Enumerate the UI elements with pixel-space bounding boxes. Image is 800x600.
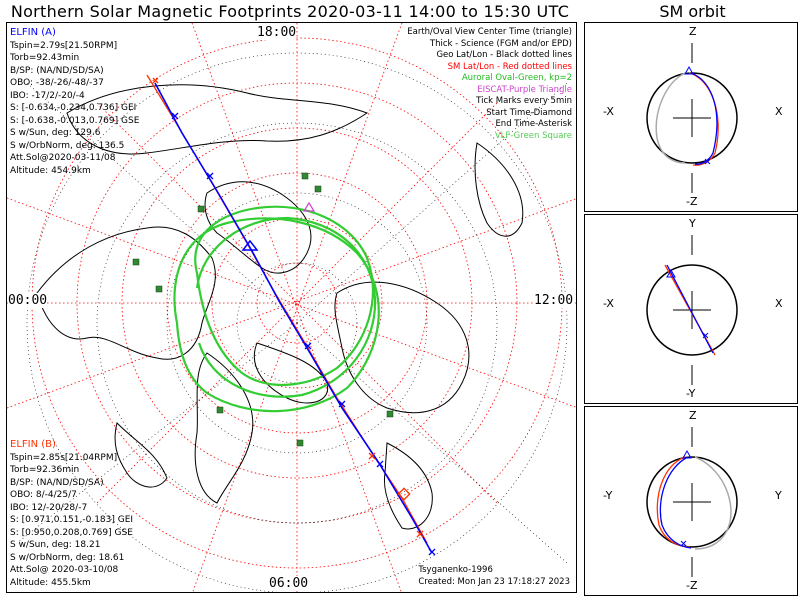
elfin-b-info-line: Tspin=2.85s[21.04RPM] [10, 452, 118, 463]
hour-label-left: 00:00 [8, 293, 48, 308]
sm-panel-xz-svg [646, 43, 738, 193]
legend: Earth/Oval View Center Time (triangle) Th… [407, 27, 572, 142]
vlf-square [197, 205, 205, 213]
elfin-a-label: ELFIN (A) [10, 27, 56, 38]
legend-item: Start Time-Diamond [486, 107, 572, 118]
elfin-a-lines: Tspin=2.79s[21.50RPM] Torb=92.43min B/SP: … [10, 40, 139, 178]
credit: Tsyganenko-1996 Created: Mon Jan 23 17:1… [418, 564, 570, 588]
elfin-b-info-line: S: [0.971,0.151,-0.183] GEI [10, 515, 134, 525]
vlf-square [301, 172, 309, 180]
vlf-stations [132, 172, 394, 447]
sm2-right: X [775, 297, 783, 310]
sm-panel-yz: Z -Z -Y Y [584, 406, 798, 596]
elfin-b-info-line: S w/Sun, deg: 18.21 [10, 540, 101, 550]
sm-panel-yz-svg [646, 427, 738, 577]
sm-orbit-title: SM orbit [659, 2, 726, 21]
sm-panel-xy-svg [646, 235, 738, 385]
elfin-a-info-line: S w/Sun, deg: 129.6 [10, 128, 101, 138]
sm1-bottom: -Z [686, 195, 698, 208]
elfin-b-info-line: Att.Sol@ 2020-03-10/08 [10, 565, 119, 575]
legend-item: EISCAT-Purple Triangle [477, 84, 572, 95]
credit-author: Tsyganenko-1996 [418, 565, 493, 575]
sm1-left: -X [603, 105, 614, 118]
plot-title: Northern Solar Magnetic Footprints 2020-… [10, 2, 570, 21]
vlf-square [216, 406, 224, 414]
track-markers [152, 77, 436, 556]
legend-item: Earth/Oval View Center Time (triangle) [407, 27, 572, 37]
elfin-a-track [154, 82, 433, 554]
elfin-a-info-line: B/SP: (NA/ND/SD/SA) [10, 65, 104, 76]
sm2-left: -X [603, 297, 614, 310]
vlf-square [314, 185, 322, 193]
hour-label-right: 12:00 [534, 293, 574, 308]
elfin-a-info-line: IBO: -17/2/-20/-4 [10, 90, 85, 101]
elfin-b-info-line: IBO: 12/-20/28/-7 [10, 502, 88, 513]
vlf-square [386, 410, 394, 418]
sm3-right: Y [775, 489, 782, 502]
elfin-b-info-line: S: [0.950,0.208,0.769] GSE [10, 527, 133, 538]
legend-item: Geo Lat/Lon - Black dotted lines [436, 50, 572, 60]
sm2-bottom: -Y [686, 387, 696, 400]
elfin-b-info-line: B/SP: (NA/ND/SD/SA) [10, 477, 104, 488]
legend-item: Thick - Science (FGM and/or EPD) [429, 38, 572, 49]
vlf-square [132, 258, 140, 266]
sm2-top: Y [689, 217, 696, 230]
continents [36, 84, 524, 530]
elfin-b-info-line: Torb=92.36min [10, 465, 80, 475]
sm3-bottom: -Z [686, 579, 698, 592]
elfin-a-info-line: S: [-0.634,-0.234,0.736] GEI [10, 103, 137, 113]
sm-panel-xz: Z -Z -X X [584, 22, 798, 212]
elfin-b-info-line: Altitude: 455.5km [10, 577, 91, 588]
legend-item: SM Lat/Lon - Red dotted lines [447, 61, 572, 72]
legend-item: Tick Marks every 5min [476, 96, 572, 106]
vlf-square [155, 285, 163, 293]
elfin-a-info-line: Altitude: 454.9km [10, 165, 91, 176]
hour-label-bottom: 06:00 [269, 576, 309, 591]
elfin-a-info-line: Att.Sol@2020-03-11/08 [10, 153, 116, 163]
hour-label-top: 18:00 [257, 25, 297, 40]
legend-item: End Time-Asterisk [495, 119, 572, 129]
start-diamond [397, 487, 411, 501]
sm3-left: -Y [603, 489, 613, 502]
elfin-a-info-line: Tspin=2.79s[21.50RPM] [10, 40, 118, 51]
elfin-a-info-line: S: [-0.638,-0.013,0.769] GSE [10, 115, 140, 126]
legend-item: VLF-Green Square [494, 130, 572, 141]
geo-grid [16, 52, 568, 592]
sm3-top: Z [689, 409, 697, 422]
sm-panel-xy: Y -Y -X X [584, 214, 798, 404]
elfin-a-info-line: S w/OrbNorm, deg: 136.5 [10, 140, 125, 151]
footprint-map: 18:00 00:00 12:00 06:00 ELFIN (A) Tspin=… [6, 22, 577, 593]
auroral-oval [173, 205, 380, 413]
elfin-a-info: ELFIN (A) Tspin=2.79s[21.50RPM] Torb=92.4… [10, 27, 139, 177]
sm1-top: Z [689, 25, 697, 38]
sm1-right: X [775, 105, 783, 118]
view-center-triangle [241, 239, 259, 251]
elfin-a-info-line: OBO: -38/-26/-48/-37 [10, 78, 104, 88]
elfin-b-info-line: OBO: 8/-4/25/7 [10, 490, 77, 500]
elfin-b-info: ELFIN (B) Tspin=2.85s[21.04RPM] Torb=92.3… [10, 439, 133, 589]
elfin-b-lines: Tspin=2.85s[21.04RPM] Torb=92.36min B/SP: … [10, 452, 133, 590]
elfin-a-info-line: Torb=92.43min [10, 53, 80, 63]
vlf-square [296, 439, 304, 447]
elfin-b-label: ELFIN (B) [10, 439, 56, 450]
legend-item: Auroral Oval-Green, kp=2 [461, 73, 572, 83]
eiscat-triangle [302, 201, 316, 212]
elfin-b-info-line: S w/OrbNorm, deg: 18.61 [10, 552, 125, 563]
credit-created: Created: Mon Jan 23 17:18:27 2023 [418, 577, 570, 587]
